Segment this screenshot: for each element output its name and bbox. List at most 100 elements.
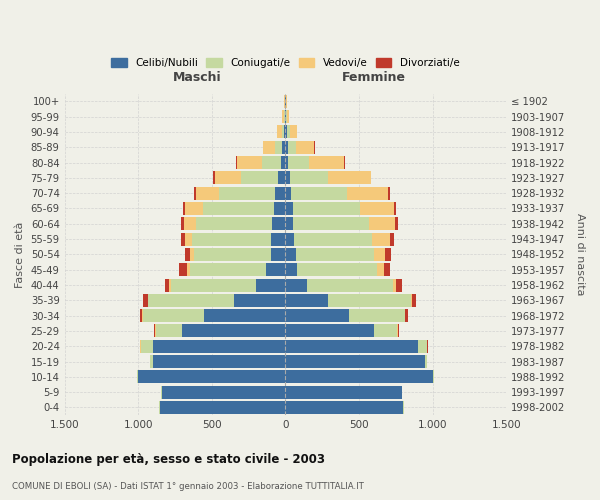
Bar [347, 186, 388, 200]
Bar [290, 172, 328, 184]
Bar [286, 110, 287, 123]
Bar [385, 248, 391, 261]
Bar [412, 294, 416, 307]
Bar [272, 218, 286, 230]
Bar [190, 248, 194, 261]
Bar [286, 126, 287, 138]
Bar [154, 324, 155, 338]
Bar [205, 309, 286, 322]
Bar [286, 355, 425, 368]
Bar [361, 202, 394, 215]
Y-axis label: Fasce di età: Fasce di età [15, 221, 25, 288]
Text: Popolazione per età, sesso e stato civile - 2003: Popolazione per età, sesso e stato civil… [12, 452, 325, 466]
Bar [185, 232, 192, 245]
Bar [374, 248, 385, 261]
Bar [277, 126, 281, 138]
Bar [256, 278, 286, 291]
Bar [286, 340, 418, 353]
Bar [404, 309, 406, 322]
Bar [284, 110, 286, 123]
Bar [283, 141, 286, 154]
Bar [213, 172, 215, 184]
Bar [290, 126, 297, 138]
Bar [141, 340, 153, 353]
Bar [142, 309, 143, 322]
Bar [183, 202, 185, 215]
Bar [187, 263, 190, 276]
Text: Maschi: Maschi [173, 70, 221, 84]
Bar [278, 172, 286, 184]
Legend: Celibi/Nubili, Coniugati/e, Vedovi/e, Divorziati/e: Celibi/Nubili, Coniugati/e, Vedovi/e, Di… [107, 54, 464, 72]
Bar [394, 202, 396, 215]
Bar [137, 370, 138, 384]
Y-axis label: Anni di nascita: Anni di nascita [575, 213, 585, 296]
Bar [287, 110, 289, 123]
Bar [143, 294, 148, 307]
Bar [237, 156, 262, 169]
Bar [179, 263, 187, 276]
Bar [286, 156, 289, 169]
Bar [309, 156, 344, 169]
Bar [374, 324, 397, 338]
Bar [262, 156, 281, 169]
Bar [196, 218, 272, 230]
Bar [284, 95, 286, 108]
Bar [286, 324, 374, 338]
Bar [403, 401, 404, 414]
Bar [283, 110, 284, 123]
Bar [156, 324, 182, 338]
Bar [181, 232, 185, 245]
Bar [219, 186, 275, 200]
Bar [192, 232, 271, 245]
Bar [293, 218, 368, 230]
Bar [314, 141, 315, 154]
Bar [294, 232, 372, 245]
Bar [161, 386, 162, 398]
Bar [286, 232, 294, 245]
Bar [286, 218, 293, 230]
Bar [418, 340, 427, 353]
Bar [138, 370, 286, 384]
Bar [162, 386, 286, 398]
Bar [286, 95, 287, 108]
Bar [406, 309, 408, 322]
Bar [296, 248, 374, 261]
Bar [286, 401, 403, 414]
Bar [148, 294, 234, 307]
Bar [241, 172, 278, 184]
Bar [275, 141, 283, 154]
Bar [293, 202, 361, 215]
Bar [236, 156, 237, 169]
Bar [150, 355, 153, 368]
Bar [286, 294, 328, 307]
Bar [344, 156, 345, 169]
Bar [372, 232, 390, 245]
Bar [284, 126, 286, 138]
Bar [427, 340, 428, 353]
Bar [286, 278, 307, 291]
Bar [140, 340, 141, 353]
Bar [291, 186, 347, 200]
Bar [286, 172, 290, 184]
Bar [271, 248, 286, 261]
Bar [433, 370, 434, 384]
Bar [140, 309, 142, 322]
Bar [215, 172, 241, 184]
Bar [286, 186, 291, 200]
Bar [184, 218, 196, 230]
Bar [185, 248, 190, 261]
Bar [297, 263, 377, 276]
Bar [153, 355, 286, 368]
Bar [286, 141, 287, 154]
Text: Femmine: Femmine [341, 70, 406, 84]
Bar [286, 248, 296, 261]
Bar [425, 355, 427, 368]
Bar [393, 278, 396, 291]
Bar [296, 141, 314, 154]
Bar [286, 309, 349, 322]
Bar [281, 156, 286, 169]
Bar [194, 186, 196, 200]
Bar [401, 386, 403, 398]
Bar [395, 218, 398, 230]
Bar [410, 294, 412, 307]
